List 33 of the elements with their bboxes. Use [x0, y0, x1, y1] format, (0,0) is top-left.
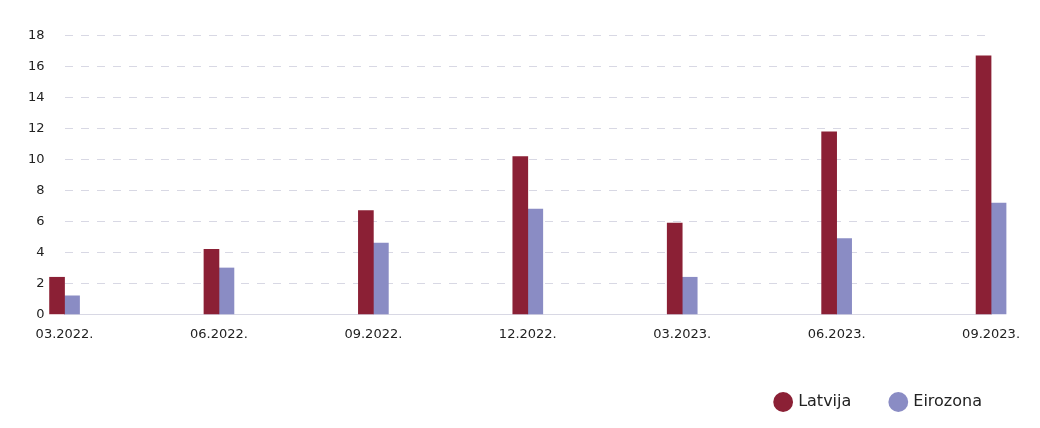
- bar: [681, 276, 698, 315]
- y-tick-label: 14: [28, 89, 45, 105]
- bar: [975, 55, 992, 315]
- legend-label: Eirozona: [913, 391, 982, 411]
- bar: [990, 202, 1007, 315]
- bar: [527, 208, 544, 315]
- legend-label: Latvija: [798, 391, 852, 411]
- bar: [358, 210, 374, 315]
- x-tick-label: 06.2023.: [807, 325, 866, 341]
- x-tick-label: 09.2023.: [962, 325, 1020, 341]
- y-tick-label: 16: [28, 58, 45, 74]
- bar: [373, 242, 389, 315]
- bar: [64, 295, 80, 315]
- x-tick-label: 12.2022.: [498, 325, 557, 341]
- y-tick-label: 18: [28, 27, 45, 43]
- y-tick-label: 4: [36, 243, 45, 259]
- bar: [203, 249, 220, 315]
- x-tick-label: 06.2022.: [190, 325, 248, 341]
- x-tick-label: 09.2022.: [344, 325, 403, 341]
- y-tick-label: 6: [36, 212, 45, 228]
- x-tick-label: 03.2023.: [653, 325, 712, 341]
- bar: [49, 276, 65, 315]
- bar: [821, 131, 837, 315]
- y-tick-label: 2: [36, 274, 45, 290]
- bar: [666, 222, 683, 315]
- y-tick-label: 10: [28, 151, 45, 166]
- y-tick-label: 0: [36, 305, 45, 321]
- y-tick-label: 12: [28, 120, 45, 136]
- bar: [218, 267, 235, 315]
- y-tick-label: 8: [36, 181, 45, 197]
- bar: [836, 238, 852, 315]
- bar: [512, 156, 529, 315]
- x-tick-label: 03.2022.: [35, 325, 94, 341]
